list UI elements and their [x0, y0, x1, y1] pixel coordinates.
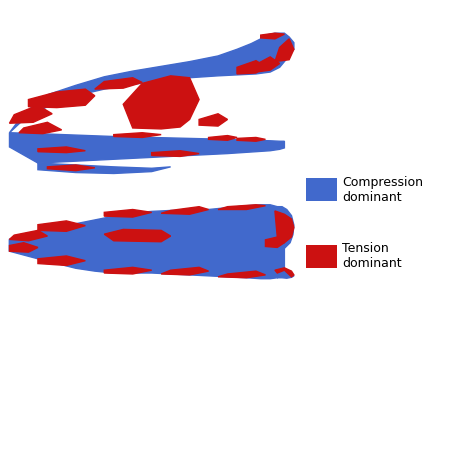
Polygon shape — [275, 39, 294, 62]
Polygon shape — [38, 256, 85, 265]
Polygon shape — [237, 61, 265, 74]
Polygon shape — [256, 57, 280, 72]
Polygon shape — [38, 147, 85, 153]
Bar — [306, 178, 337, 201]
Polygon shape — [261, 33, 284, 39]
Polygon shape — [199, 114, 228, 126]
Polygon shape — [275, 268, 294, 277]
Polygon shape — [161, 207, 209, 214]
Polygon shape — [19, 122, 62, 134]
Polygon shape — [161, 267, 209, 275]
Polygon shape — [218, 205, 265, 210]
Polygon shape — [104, 267, 152, 274]
Polygon shape — [237, 137, 265, 141]
Polygon shape — [9, 243, 38, 252]
Polygon shape — [9, 105, 52, 123]
Polygon shape — [9, 33, 294, 133]
Polygon shape — [9, 230, 47, 241]
Polygon shape — [47, 165, 95, 171]
Polygon shape — [104, 229, 171, 242]
Polygon shape — [275, 211, 294, 243]
Text: Tension
dominant: Tension dominant — [342, 242, 402, 270]
Polygon shape — [38, 163, 171, 173]
Polygon shape — [9, 133, 284, 163]
Polygon shape — [265, 237, 284, 247]
Polygon shape — [123, 76, 199, 129]
Polygon shape — [152, 151, 199, 156]
Polygon shape — [28, 89, 95, 108]
Polygon shape — [209, 136, 237, 140]
Text: Compression
dominant: Compression dominant — [342, 176, 423, 204]
Polygon shape — [9, 239, 28, 251]
Polygon shape — [114, 133, 161, 137]
Polygon shape — [38, 221, 85, 231]
Bar — [306, 245, 337, 268]
Polygon shape — [9, 205, 294, 279]
Polygon shape — [95, 78, 142, 89]
Polygon shape — [104, 210, 152, 217]
Polygon shape — [218, 271, 265, 278]
